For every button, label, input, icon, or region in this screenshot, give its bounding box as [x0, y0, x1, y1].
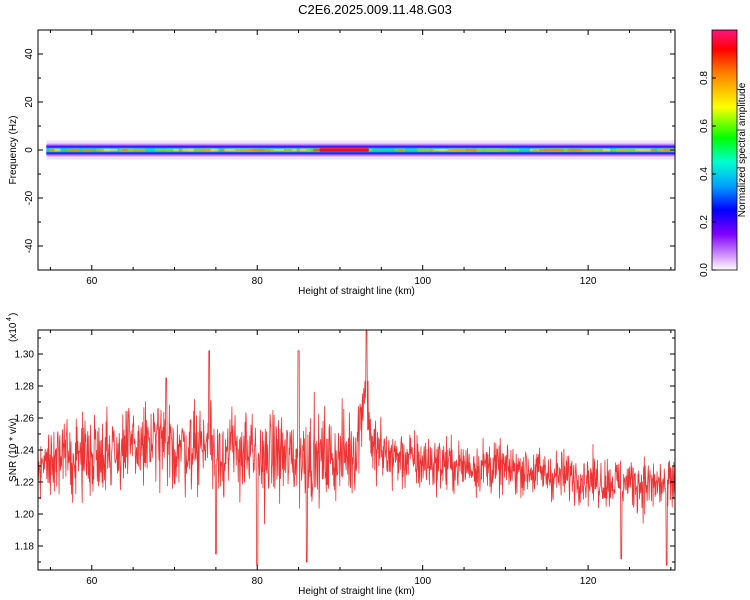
x-axis-label: Height of straight line (km)	[298, 286, 415, 297]
colorbar-tick-label: 0.0	[699, 263, 710, 277]
y-tick-label: 1.30	[15, 350, 35, 361]
y-tick-label: -40	[24, 238, 35, 253]
colorbar-tick-label: 0.4	[699, 167, 710, 181]
colorbar-tick-label: 0.8	[699, 71, 710, 85]
y-tick-label: 1.28	[15, 382, 35, 393]
y-multiplier-close: )	[8, 313, 19, 316]
x-tick-label: 60	[86, 276, 98, 287]
x-tick-label: 100	[414, 576, 431, 587]
snr-series-line	[38, 330, 675, 566]
x-tick-label: 80	[252, 576, 264, 587]
y-tick-label: -20	[24, 190, 35, 205]
colorbar-gradient	[711, 29, 738, 271]
y-multiplier-base: (x10	[8, 322, 19, 342]
spectrogram-panel: 60 80 100 120 Height of straight line (km) -4…	[8, 29, 676, 297]
y-tick-label: 20	[24, 96, 35, 108]
y-tick-label: 0	[24, 147, 35, 153]
x-axis-label: Height of straight line (km)	[298, 586, 415, 597]
x-tick-label: 80	[252, 276, 264, 287]
snr-panel: 60 80 100 120 Height of straight line (km) 1.…	[6, 313, 676, 597]
x-tick-label: 120	[580, 276, 597, 287]
y-tick-label: 40	[24, 48, 35, 60]
figure-title: C2E6.2025.009.11.48.G03	[298, 2, 452, 17]
y-axis-label: SNR (10 * v/v)	[8, 418, 19, 482]
snr-frame	[37, 329, 676, 571]
colorbar-tick-label: 0.2	[699, 215, 710, 229]
x-tick-label: 120	[580, 576, 597, 587]
y-tick-label: 1.22	[15, 478, 35, 489]
y-tick-label: 1.20	[15, 510, 35, 521]
spectrogram-plot	[46, 140, 675, 160]
colorbar: 0.0 0.2 0.4 0.6 0.8 Normalized spectral ampli…	[699, 29, 748, 277]
colorbar-tick-label: 0.6	[699, 119, 710, 133]
y-tick-label: 1.18	[15, 542, 35, 553]
colorbar-label: Normalized spectral amplitude	[737, 82, 748, 217]
x-tick-label: 100	[414, 276, 431, 287]
snr-plot	[38, 330, 675, 566]
x-tick-label: 60	[86, 576, 98, 587]
y-axis-label: Frequency (Hz)	[8, 116, 19, 185]
y-tick-label: 1.24	[15, 446, 35, 457]
y-multiplier-exp: 4	[6, 317, 13, 321]
y-tick-label: 1.26	[15, 414, 35, 425]
